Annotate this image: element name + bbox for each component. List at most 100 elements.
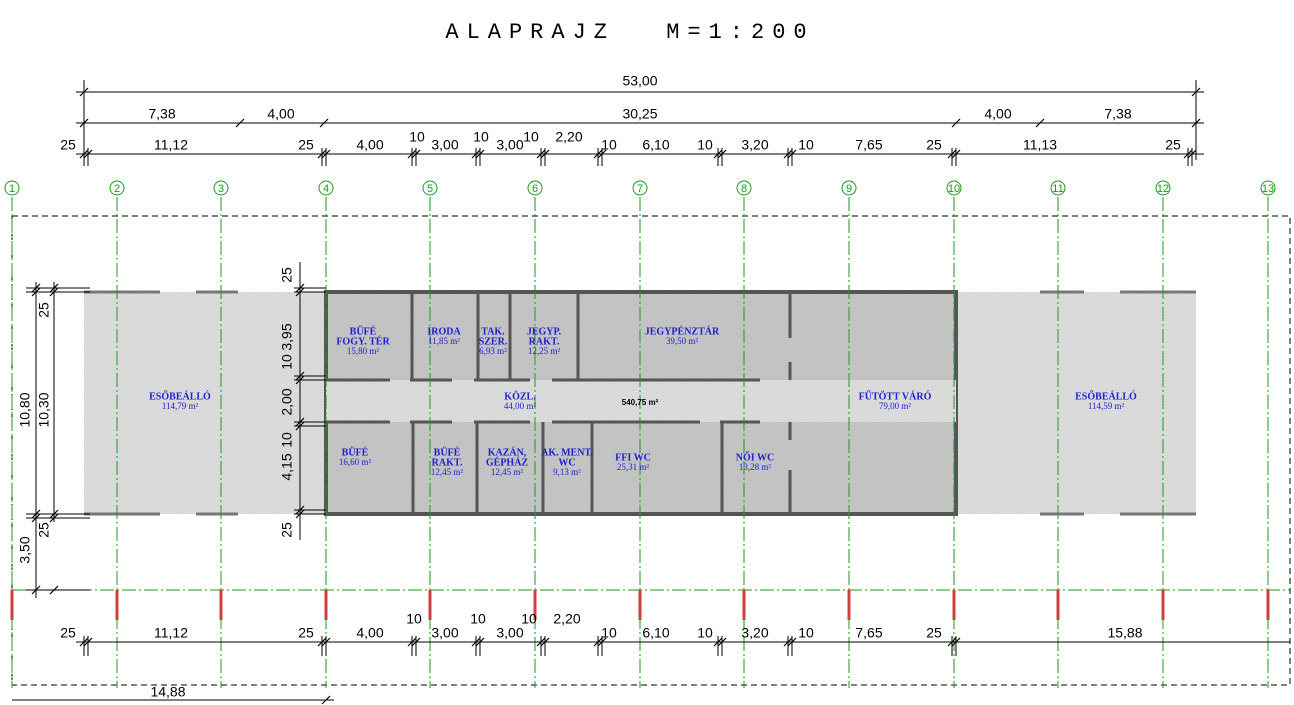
axis-bubble: [1050, 180, 1066, 196]
canopy-left: [84, 292, 326, 514]
dimension-text: 25: [36, 302, 52, 318]
room-name: IRODA: [427, 326, 461, 337]
dimension-text: 10: [409, 129, 425, 145]
room-area: 15,80 m²: [347, 346, 380, 356]
dimension-text: 15,88: [1107, 625, 1142, 641]
dimension-text: 10: [523, 129, 539, 145]
axis-bubble: [422, 180, 438, 196]
dimension-text: 25: [279, 522, 295, 538]
dimension-tick: [79, 118, 89, 128]
title: ALAPRAJZ M=1:200: [445, 20, 814, 45]
dimension-text: 14,88: [150, 684, 185, 700]
axis-marker: [638, 590, 642, 620]
axis-label: 2: [114, 183, 120, 195]
dimension-text: 25: [36, 522, 52, 538]
dimension-text: 10: [798, 625, 814, 641]
dimension-tick: [1191, 118, 1201, 128]
axis-marker: [10, 590, 14, 620]
axis-bubble: [318, 180, 334, 196]
corridor: [326, 380, 956, 422]
room-name: AK. MENT.: [541, 447, 593, 458]
dimension-text: 4,15: [279, 453, 295, 480]
dimension-text: 11,13: [1023, 137, 1057, 153]
room-area: 44,00 m²: [504, 401, 537, 411]
dimension-tick: [235, 118, 245, 128]
dimension-text: 3,00: [496, 137, 523, 153]
room-name: RAKT.: [529, 336, 560, 347]
room-area: 12,25 m²: [528, 346, 561, 356]
dimension-text: 3,00: [431, 137, 458, 153]
dimension-text: 6,10: [642, 625, 669, 641]
room-name: KÖZL.: [504, 389, 536, 402]
dimension-text: 10: [473, 129, 489, 145]
axis-label: 13: [1262, 183, 1274, 195]
dimension-text: 10: [279, 432, 295, 448]
room-area: 16,60 m²: [339, 457, 372, 467]
room-name: ESŐBEÁLLÓ: [149, 390, 211, 402]
axis-marker: [324, 590, 328, 620]
axis-label: 10: [948, 183, 960, 195]
room-name: FFI WC: [615, 452, 651, 463]
dimension-text: 25: [1165, 137, 1181, 153]
dimension-text: 11,12: [154, 625, 188, 641]
room-area: 6,93 m²: [479, 346, 507, 356]
dimension-text: 3,20: [741, 625, 768, 641]
room-name: BÜFÉ: [342, 445, 369, 458]
dimension-tick: [951, 118, 961, 128]
axis-marker: [533, 590, 537, 620]
dimension-tick: [321, 695, 331, 705]
dimension-text: 25: [298, 625, 314, 641]
dimension-text: 3,00: [431, 625, 458, 641]
total-area: 540,75 m²: [622, 398, 659, 407]
canopy-right: [956, 292, 1196, 514]
room-name: NŐI WC: [736, 451, 774, 463]
axis-bubble: [527, 180, 543, 196]
axis-label: 11: [1052, 183, 1063, 195]
axis-label: 5: [427, 183, 433, 195]
axis-marker: [1266, 590, 1270, 620]
axis-label: 7: [637, 183, 643, 195]
dimension-text: 10: [601, 625, 617, 641]
room-name: RAKT.: [432, 457, 463, 468]
room-area: 114,59 m²: [1088, 401, 1125, 411]
room-area: 25,31 m²: [617, 462, 650, 472]
axis-label: 12: [1157, 183, 1169, 195]
room-name: KAZÁN,: [488, 446, 527, 458]
dimension-text: 7,38: [148, 106, 175, 122]
dimension-text: 25: [926, 625, 942, 641]
axis-marker: [1056, 590, 1060, 620]
room-name: BÜFÉ: [434, 445, 461, 458]
dimension-text: 10: [697, 137, 713, 153]
room-area: 79,00 m²: [879, 401, 912, 411]
dimension-text: 4,00: [356, 625, 383, 641]
room-area: 9,13 m²: [553, 467, 581, 477]
axis-marker: [847, 590, 851, 620]
axis-bubble: [213, 180, 229, 196]
dimension-text: 10: [521, 611, 537, 627]
axis-label: 6: [532, 183, 538, 195]
dimension-text: 10: [697, 625, 713, 641]
axis-label: 9: [846, 183, 852, 195]
dimension-text: 6,10: [642, 137, 669, 153]
axis-bubble: [1155, 180, 1171, 196]
room-area: 12,45 m²: [431, 467, 464, 477]
dimension-text: 25: [279, 267, 295, 283]
axis-label: 1: [9, 183, 15, 195]
axis-marker: [115, 590, 119, 620]
room-name: SZER.: [479, 336, 508, 347]
room-name: JEGYP.: [527, 326, 562, 337]
room-area: 39,50 m²: [666, 336, 699, 346]
dimension-text: 25: [926, 137, 942, 153]
dimension-text: 7,65: [855, 137, 882, 153]
axis-bubble: [4, 180, 20, 196]
dimension-text: 10: [798, 137, 814, 153]
dimension-text: 2,20: [555, 129, 582, 145]
room-name: BÜFÉ: [350, 324, 377, 337]
dimension-text: 2,20: [553, 611, 580, 627]
dimension-text: 3,00: [496, 625, 523, 641]
axis-bubble: [841, 180, 857, 196]
axis-bubble: [946, 180, 962, 196]
dimension-text: 10: [470, 611, 486, 627]
axis-marker: [742, 590, 746, 620]
